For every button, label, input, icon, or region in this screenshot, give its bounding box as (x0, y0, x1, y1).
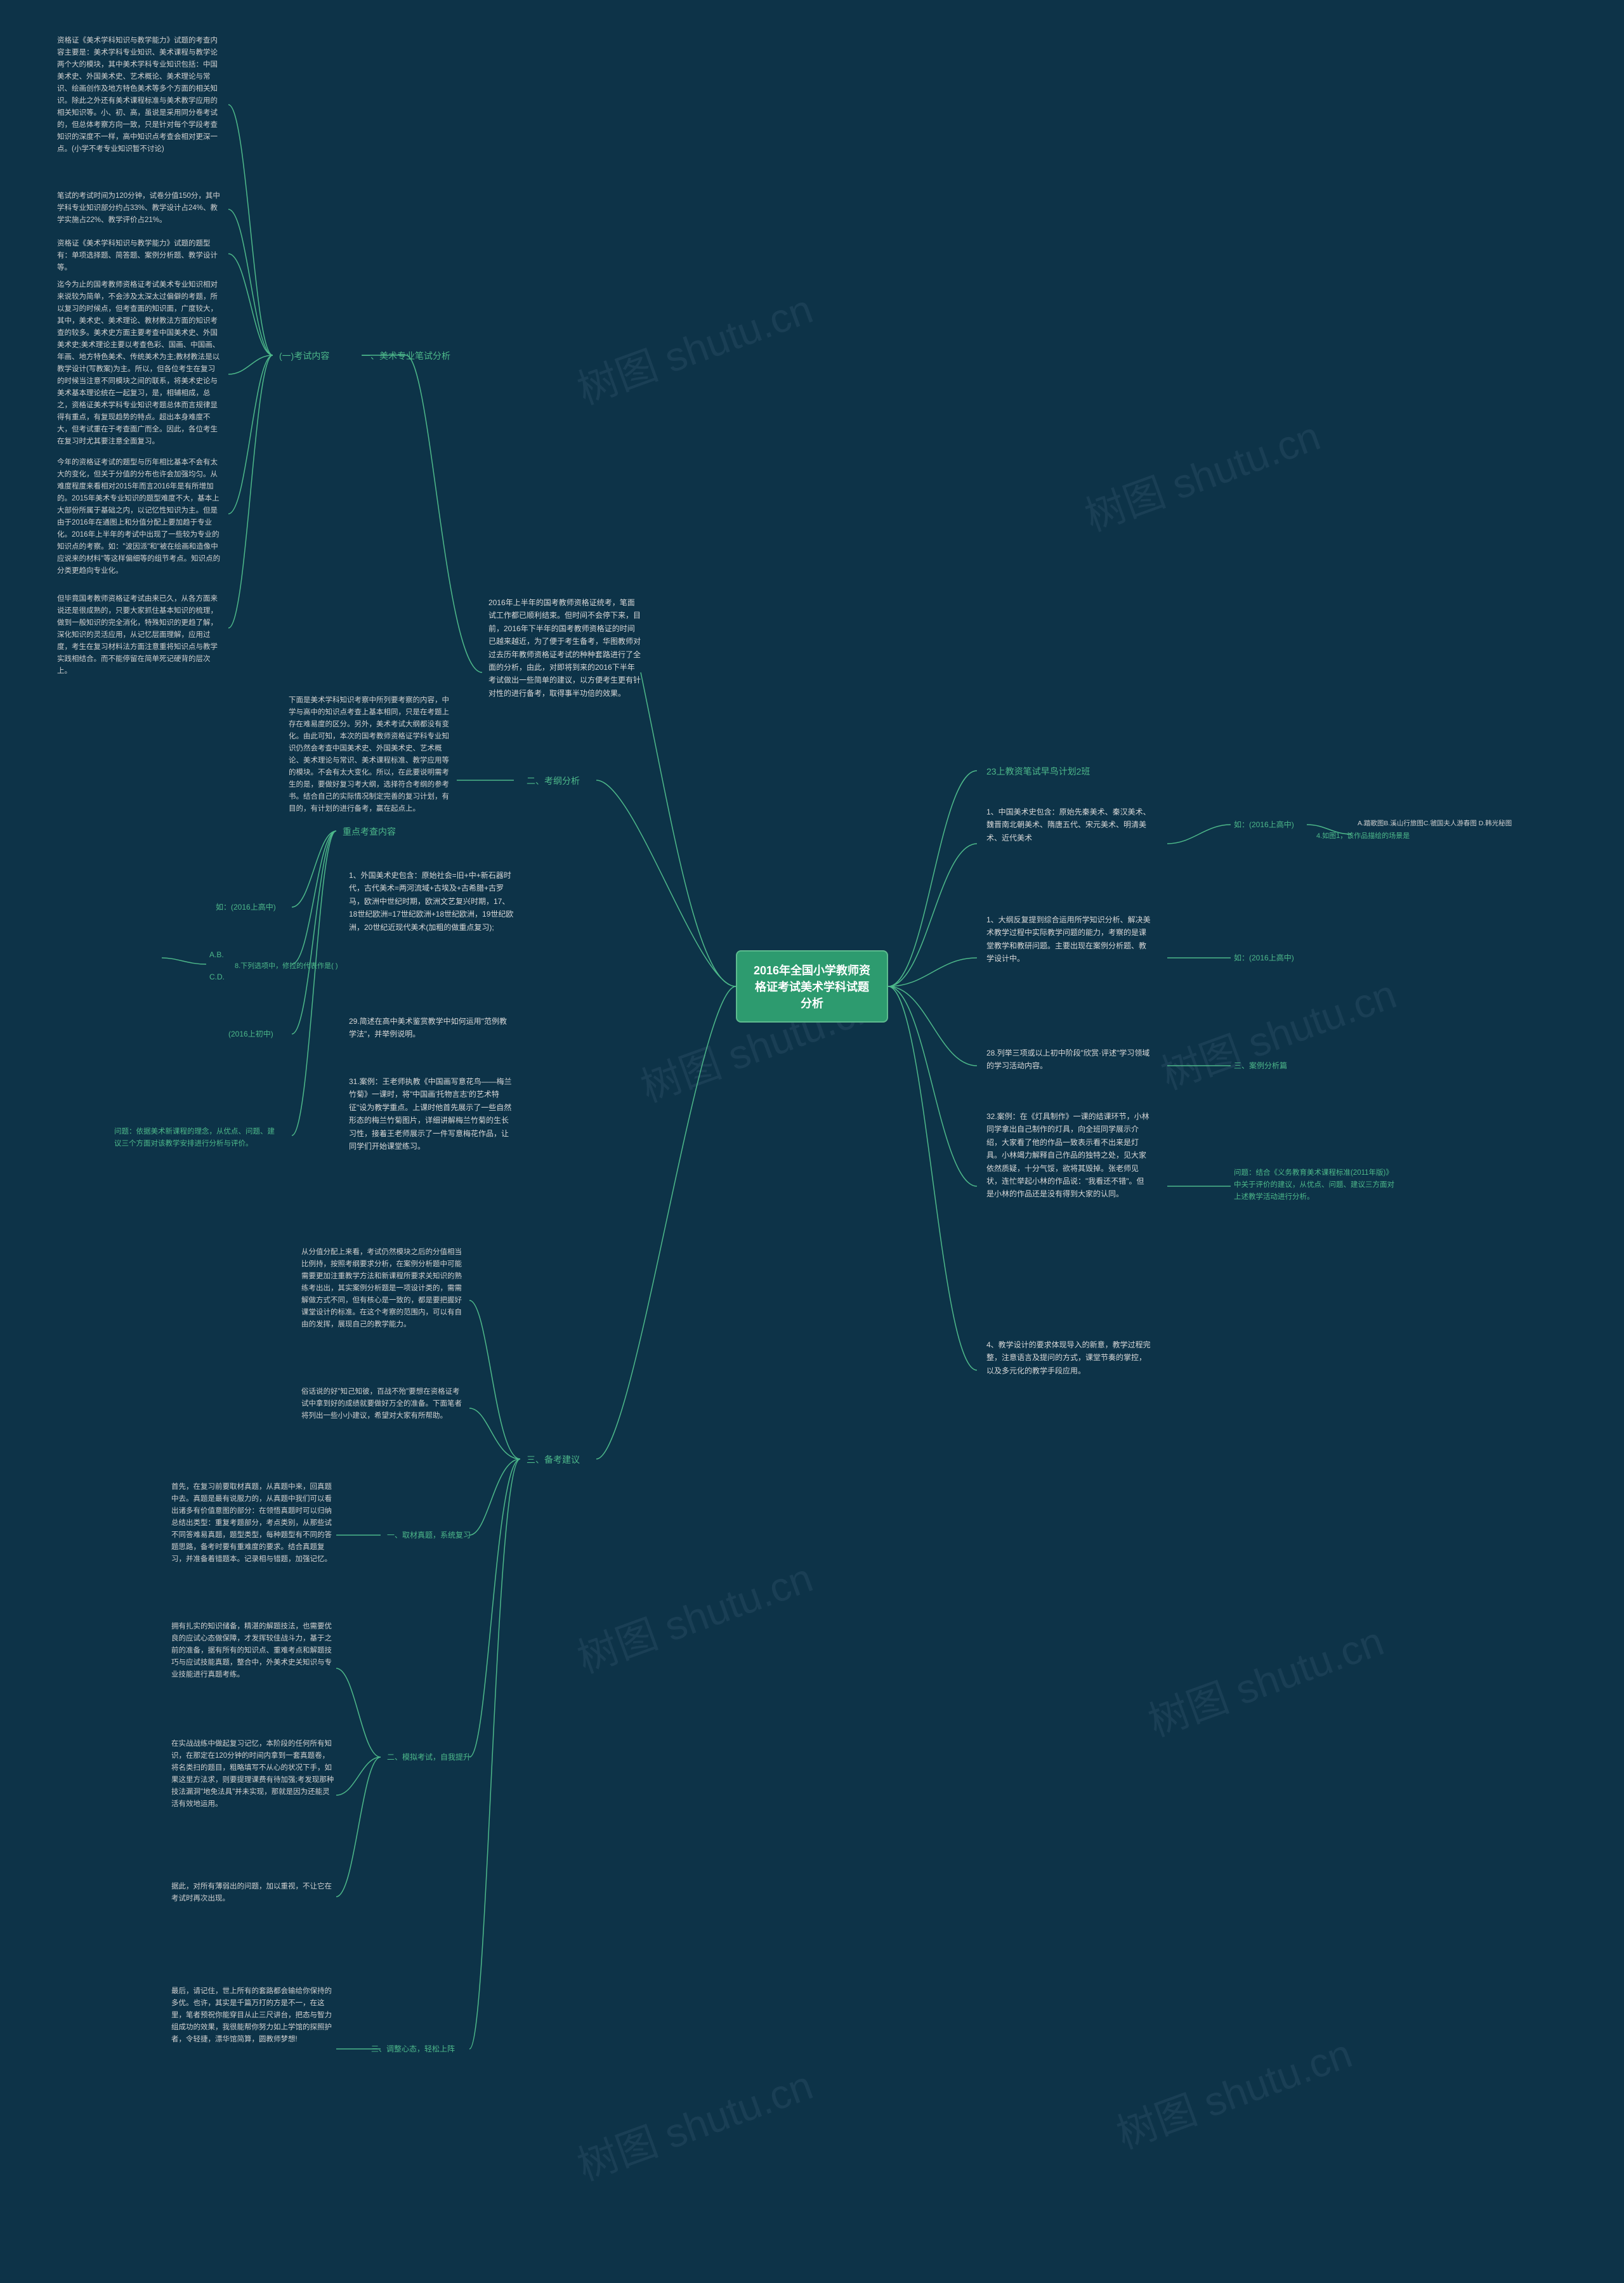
right-branch2-sub: 如：(2016上高中) (1234, 818, 1294, 832)
leaf-text: 拥有扎实的知识储备，精湛的解题技法，也需要优良的应试心态做保障，才发挥较佳战斗力… (171, 1621, 336, 1681)
right-branch3: 1、大纲反复提到综合运用所学知识分析、解决美术教学过程中实际教学问题的能力，考察… (986, 913, 1164, 965)
label-text: 4.如图1，该作品描绘的场景是 (1316, 832, 1410, 840)
leaf-text: 4、教学设计的要求体现导入的新意，教学过程完整，注意语言及提问的方式，课堂节奏的… (986, 1338, 1151, 1377)
branch3-item2-text: 首先，在复习前要取材真题，从真题中来，回真题中去。真题是最有说服力的，从真题中我… (171, 1481, 336, 1566)
leaf-text: 问题：结合《义务教育美术课程标准(2011年版)》中关于评价的建议，从优点、问题… (1234, 1167, 1399, 1203)
leaf-text: 下面是美术学科知识考察中所列要考察的内容，中学与高中的知识点考查上基本相同，只是… (289, 695, 454, 815)
right-branch5: 32.案例：在《灯具制作》一课的结课环节，小林同学拿出自己制作的灯具，向全班同学… (986, 1110, 1170, 1201)
branch2-item0-label: 如：(2016上高中) (216, 901, 276, 914)
label-text: 二、模拟考试，自我提升 (387, 1753, 471, 1762)
branch2-item3-text: 31.案例：王老师执教《中国画写意花鸟——梅兰竹菊》一课时，将"中国画'托物言志… (349, 1075, 514, 1153)
watermark: 树图 shutu.cn (1076, 403, 1327, 542)
label-text: 如：(2016上高中) (216, 903, 276, 912)
leaf-text: 但毕竟国考教师资格证考试由来已久，从各方面来说还是很成熟的，只要大家抓住基本知识… (57, 593, 222, 677)
branch1-leaf-4: 迄今为止的国考教师资格证考试美术专业知识相对来说较为简单，不会涉及太深太过偏僻的… (57, 279, 228, 448)
right-branch2: 1、中国美术史包含：原始先秦美术、秦汉美术、魏晋南北朝美术、隋唐五代、宋元美术、… (986, 806, 1164, 844)
leaf-text: 1、中国美术史包含：原始先秦美术、秦汉美术、魏晋南北朝美术、隋唐五代、宋元美术、… (986, 806, 1151, 844)
branch3-item3-text: 拥有扎实的知识储备，精湛的解题技法，也需要优良的应试心态做保障，才发挥较佳战斗力… (171, 1621, 336, 1681)
branch3-item3-text2: 在实战战练中做起复习记忆，本阶段的任何所有知识，在那定在120分钟的时间内拿到一… (171, 1738, 336, 1810)
leaf-text: 28.列举三项或以上初中阶段"欣赏·评述"学习领域的学习活动内容。 (986, 1047, 1151, 1073)
branch2-item1-ab: A.B. (209, 948, 224, 962)
leaf-text: 32.案例：在《灯具制作》一课的结课环节，小林同学拿出自己制作的灯具，向全班同学… (986, 1110, 1151, 1201)
label-text: 如：(2016上高中) (1234, 953, 1294, 962)
leaf-text: 据此，对所有薄弱出的问题，加以重视，不让它在考试时再次出现。 (171, 1881, 336, 1905)
label-text: 23上教资笔试早鸟计划2班 (986, 766, 1090, 776)
branch2-item1-cd: C.D. (209, 971, 225, 984)
watermark: 树图 shutu.cn (568, 2053, 820, 2192)
right-branch2-q: 4.如图1，该作品描绘的场景是 (1316, 829, 1410, 842)
branch3-label: 三、备考建议 (527, 1453, 580, 1467)
branch2-item1-sub: 8.下列选项中，修拉的代表作是( ) (235, 959, 338, 972)
leaf-text: 从分值分配上来看，考试仍然模块之后的分值相当比例持，按照考纲要求分析，在案例分析… (301, 1246, 466, 1331)
label-text: 三、备考建议 (527, 1455, 580, 1465)
watermark: 树图 shutu.cn (1108, 2021, 1359, 2160)
label-text: 重点考查内容 (343, 827, 396, 837)
watermark: 树图 shutu.cn (1139, 1609, 1391, 1748)
branch1-sub1-sublabel: 一、美术专业笔试分析 (362, 351, 450, 361)
branch1-leaf-6: 但毕竟国考教师资格证考试由来已久，从各方面来说还是很成熟的，只要大家抓住基本知识… (57, 593, 228, 677)
leaf-text: 29.简述在高中美术鉴赏教学中如何运用"范例教学法"，并举例说明。 (349, 1015, 514, 1041)
branch1-sub1: (一)考试内容 (279, 349, 329, 363)
leaf-text: 最后，请记住，世上所有的套路都会输给你保持的多优。也许，其实是千篇万打的方是不一… (171, 1985, 336, 2046)
label-text: C.D. (209, 972, 225, 981)
branch2-item2-label: (2016上初中) (228, 1028, 273, 1041)
leaf-text: 笔试的考试时间为120分钟，试卷分值150分，其中学科专业知识部分约占33%、教… (57, 190, 222, 226)
label-text: 8.下列选项中，修拉的代表作是( ) (235, 962, 338, 970)
branch3-item4-text: 最后，请记住，世上所有的套路都会输给你保持的多优。也许，其实是千篇万打的方是不一… (171, 1985, 336, 2046)
branch1-leaf-3: 资格证《美术学科知识与教学能力》试题的题型有：单项选择题、简答题、案例分析题、教… (57, 238, 228, 274)
leaf-text: 今年的资格证考试的题型与历年相比基本不会有太大的变化，但关于分值的分布也许会加强… (57, 457, 222, 577)
branch2-intro: 下面是美术学科知识考察中所列要考察的内容，中学与高中的知识点考查上基本相同，只是… (289, 695, 454, 815)
branch1-leaf-2: 笔试的考试时间为120分钟，试卷分值150分，其中学科专业知识部分约占33%、教… (57, 190, 228, 226)
branch1-sub1-label: (一)考试内容 (279, 351, 329, 361)
label-text: 三、调整心态，轻松上阵 (371, 2044, 455, 2053)
watermark: 树图 shutu.cn (1152, 962, 1403, 1101)
branch3-item2-label: 一、取材真题，系统复习 (387, 1529, 471, 1542)
watermark: 树图 shutu.cn (568, 1545, 820, 1684)
leaf-text: 首先，在复习前要取材真题，从真题中来，回真题中去。真题是最有说服力的，从真题中我… (171, 1481, 336, 1566)
label-text: 如：(2016上高中) (1234, 820, 1294, 829)
label-text: 一、取材真题，系统复习 (387, 1531, 471, 1540)
leaf-text: 1、大纲反复提到综合运用所学知识分析、解决美术教学过程中实际教学问题的能力，考察… (986, 913, 1151, 965)
label-text: A.B. (209, 950, 224, 959)
branch1-intro: 2016年上半年的国考教师资格证统考，笔面试工作都已顺利结束。但时间不会停下来，… (488, 596, 641, 700)
branch2-item3-sub: 问题：依据美术新课程的理念，从优点、问题、建议三个方面对该教学安排进行分析与评价… (114, 1126, 292, 1150)
branch2-sublabel: 重点考查内容 (343, 825, 396, 839)
branch3-item3-label: 二、模拟考试，自我提升 (387, 1751, 471, 1764)
center-node: 2016年全国小学教师资格证考试美术学科试题分析 (736, 950, 888, 1023)
branch3-item1: 俗话说的好"知己知彼，百战不殆"要想在资格证考试中拿到好的成绩就要做好万全的准备… (301, 1386, 466, 1422)
branch1-intro-text: 2016年上半年的国考教师资格证统考，笔面试工作都已顺利结束。但时间不会停下来，… (488, 596, 641, 700)
leaf-text: 问题：依据美术新课程的理念，从优点、问题、建议三个方面对该教学安排进行分析与评价… (114, 1126, 279, 1150)
label-text: (2016上初中) (228, 1030, 273, 1038)
branch3-item3-text3: 据此，对所有薄弱出的问题，加以重视，不让它在考试时再次出现。 (171, 1881, 336, 1905)
right-branch4: 28.列举三项或以上初中阶段"欣赏·评述"学习领域的学习活动内容。 (986, 1047, 1164, 1073)
leaf-text: A.踏歌图B.溪山行旅图C.虢国夫人游春图 D.韩光秘图 (1358, 818, 1522, 829)
label-text: 三、案例分析篇 (1234, 1061, 1287, 1070)
branch1-leaf-1: 资格证《美术学科知识与教学能力》试题的考查内容主要是：美术学科专业知识、美术课程… (57, 35, 228, 155)
center-title: 2016年全国小学教师资格证考试美术学科试题分析 (754, 964, 870, 1010)
right-branch2-opts: A.踏歌图B.溪山行旅图C.虢国夫人游春图 D.韩光秘图 (1358, 818, 1535, 829)
branch2-label: 二、考纲分析 (527, 774, 580, 788)
branch1-sub1-sub: 一、美术专业笔试分析 (362, 349, 450, 363)
leaf-text: 俗话说的好"知己知彼，百战不殆"要想在资格证考试中拿到好的成绩就要做好万全的准备… (301, 1386, 466, 1422)
right-branch6: 4、教学设计的要求体现导入的新意，教学过程完整，注意语言及提问的方式，课堂节奏的… (986, 1338, 1164, 1377)
branch2-item2-text: 29.简述在高中美术鉴赏教学中如何运用"范例教学法"，并举例说明。 (349, 1015, 514, 1041)
right-branch3-sub: 如：(2016上高中) (1234, 952, 1294, 965)
right-branch1: 23上教资笔试早鸟计划2班 (986, 764, 1090, 779)
branch3-item4-label: 三、调整心态，轻松上阵 (371, 2043, 455, 2056)
watermark: 树图 shutu.cn (568, 277, 820, 415)
right-branch5-sub: 问题：结合《义务教育美术课程标准(2011年版)》中关于评价的建议，从优点、问题… (1234, 1167, 1418, 1203)
leaf-text: 资格证《美术学科知识与教学能力》试题的考查内容主要是：美术学科专业知识、美术课程… (57, 35, 222, 155)
right-branch4-label: 三、案例分析篇 (1234, 1059, 1287, 1073)
leaf-text: 在实战战练中做起复习记忆，本阶段的任何所有知识，在那定在120分钟的时间内拿到一… (171, 1738, 336, 1810)
leaf-text: 资格证《美术学科知识与教学能力》试题的题型有：单项选择题、简答题、案例分析题、教… (57, 238, 222, 274)
branch1-leaf-5: 今年的资格证考试的题型与历年相比基本不会有太大的变化，但关于分值的分布也许会加强… (57, 457, 228, 577)
leaf-text: 31.案例：王老师执教《中国画写意花鸟——梅兰竹菊》一课时，将"中国画'托物言志… (349, 1075, 514, 1153)
label-text: 二、考纲分析 (527, 776, 580, 786)
leaf-text: 迄今为止的国考教师资格证考试美术专业知识相对来说较为简单，不会涉及太深太过偏僻的… (57, 279, 222, 448)
branch2-item0-text: 1、外国美术史包含：原始社会=旧+中+新石器时代，古代美术=两河流域+古埃及+古… (349, 869, 514, 934)
branch3-item0: 从分值分配上来看，考试仍然模块之后的分值相当比例持，按照考纲要求分析，在案例分析… (301, 1246, 466, 1331)
leaf-text: 1、外国美术史包含：原始社会=旧+中+新石器时代，古代美术=两河流域+古埃及+古… (349, 869, 514, 934)
